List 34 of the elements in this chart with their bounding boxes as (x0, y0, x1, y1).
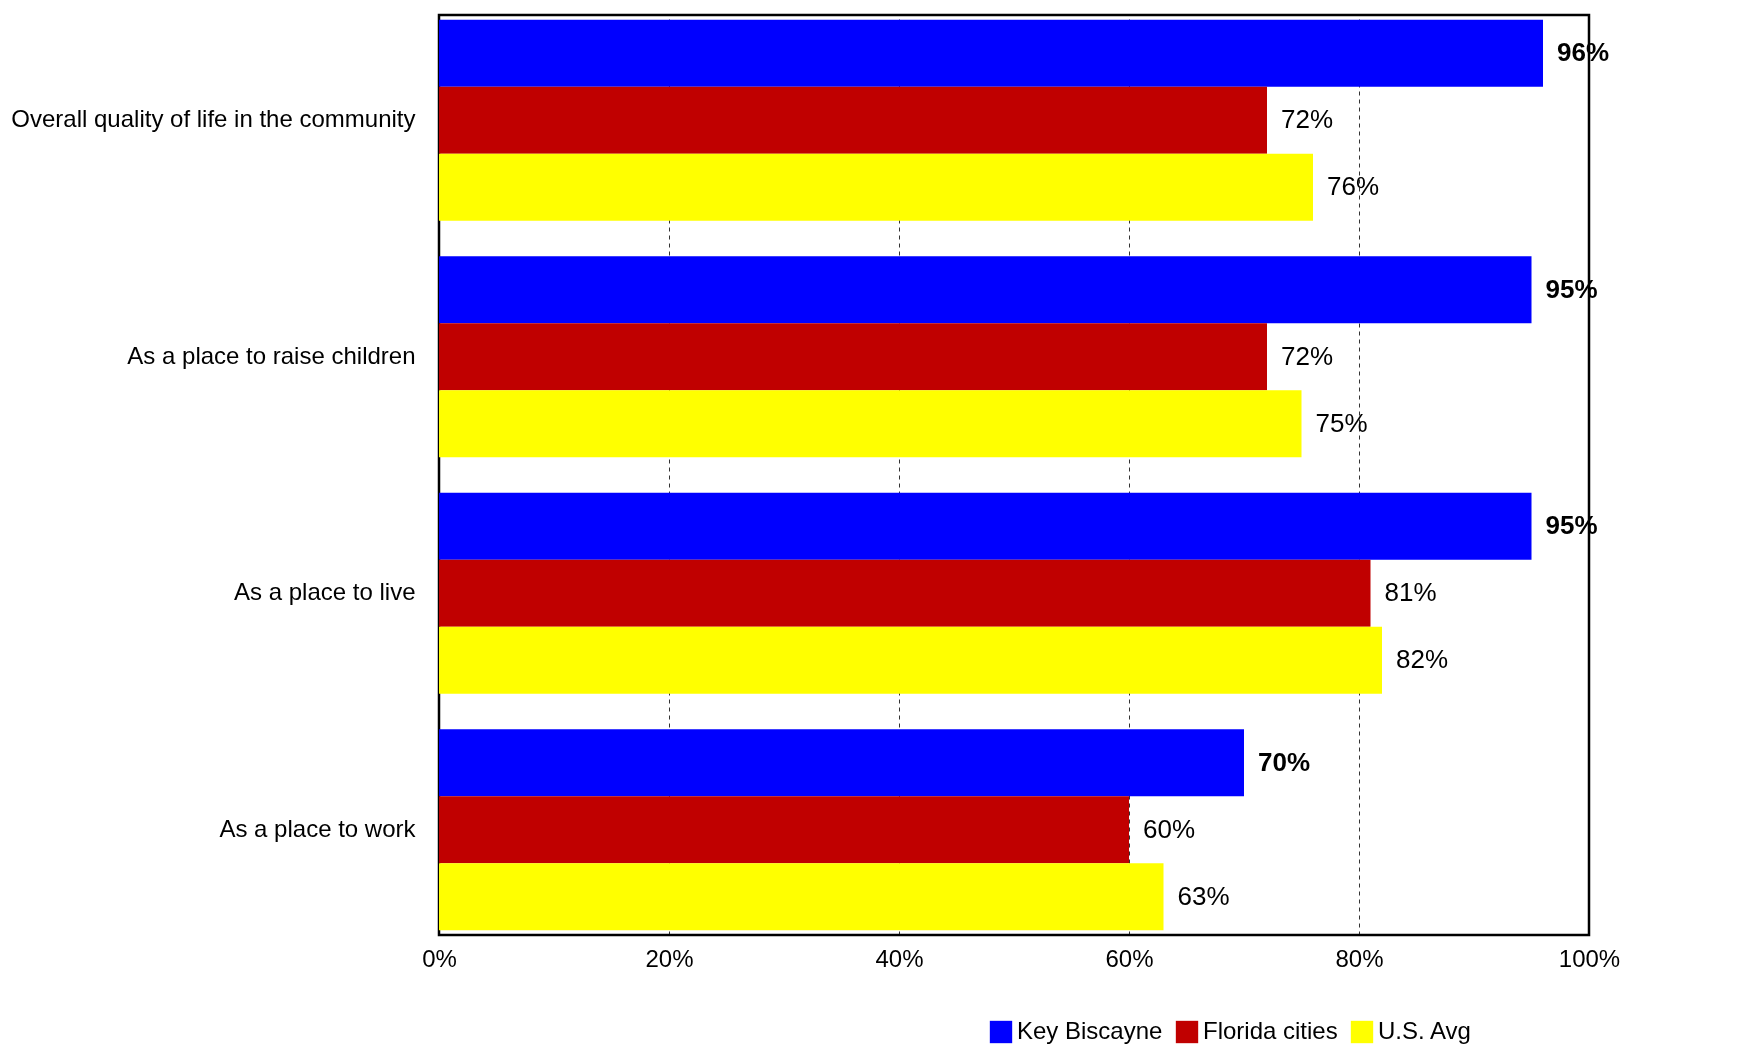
x-tick-label: 60% (1105, 944, 1154, 972)
bar (439, 19, 1543, 87)
data-label: 81% (1384, 577, 1437, 608)
y-tick-label: As a place to work (219, 814, 417, 842)
x-tick-label: 100% (1558, 944, 1621, 972)
x-tick-label: 0% (422, 944, 457, 972)
y-tick-label: As a place to live (234, 578, 416, 606)
data-label: 75% (1315, 407, 1368, 438)
data-label: 70% (1258, 746, 1311, 777)
data-label: 72% (1281, 340, 1334, 371)
bar (439, 729, 1244, 797)
bar (439, 390, 1302, 458)
x-tick-label: 80% (1335, 944, 1384, 972)
y-tick-label: Overall quality of life in the community (11, 105, 416, 133)
bar (439, 559, 1371, 627)
data-label: 60% (1143, 813, 1196, 844)
legend-label: Florida cities (1203, 1017, 1338, 1044)
x-tick-label: 20% (645, 944, 694, 972)
bar (439, 323, 1267, 391)
bar (439, 796, 1129, 864)
bar (439, 492, 1532, 560)
data-label: 76% (1327, 171, 1380, 202)
bar (439, 863, 1164, 931)
legend-label: U.S. Avg (1378, 1017, 1471, 1044)
y-tick-label: As a place to raise children (127, 341, 416, 369)
bar (439, 86, 1267, 154)
bar (439, 153, 1313, 221)
data-label: 72% (1281, 104, 1334, 135)
legend-label: Key Biscayne (1017, 1017, 1163, 1044)
x-tick-label: 40% (875, 944, 924, 972)
bar (439, 626, 1382, 694)
data-label: 82% (1396, 644, 1449, 675)
bar (439, 256, 1532, 324)
data-label: 63% (1177, 880, 1230, 911)
